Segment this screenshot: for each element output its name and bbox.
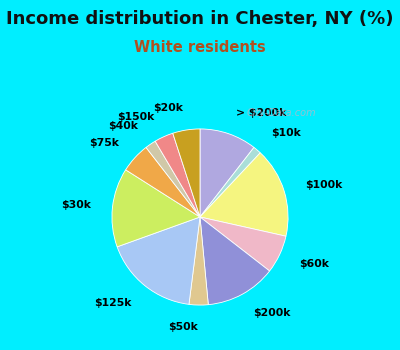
Text: $125k: $125k <box>94 298 131 308</box>
Text: $40k: $40k <box>108 121 138 131</box>
Wedge shape <box>200 217 270 304</box>
Wedge shape <box>200 129 254 217</box>
Text: City-Data.com: City-Data.com <box>247 108 316 118</box>
Wedge shape <box>173 129 200 217</box>
Text: $200k: $200k <box>253 308 290 319</box>
Wedge shape <box>200 217 286 271</box>
Text: $150k: $150k <box>118 112 155 122</box>
Text: $60k: $60k <box>300 259 330 269</box>
Text: > $200k: > $200k <box>236 108 286 118</box>
Text: $30k: $30k <box>61 200 90 210</box>
Text: Income distribution in Chester, NY (%): Income distribution in Chester, NY (%) <box>6 10 394 28</box>
Wedge shape <box>146 141 200 217</box>
Wedge shape <box>189 217 208 305</box>
Text: $10k: $10k <box>272 128 301 138</box>
Text: $75k: $75k <box>89 138 118 148</box>
Text: $100k: $100k <box>305 180 342 190</box>
Text: $20k: $20k <box>153 103 183 113</box>
Text: $50k: $50k <box>168 322 198 332</box>
Wedge shape <box>200 147 260 217</box>
Wedge shape <box>155 133 200 217</box>
Wedge shape <box>112 170 200 247</box>
Text: White residents: White residents <box>134 40 266 55</box>
Wedge shape <box>126 147 200 217</box>
Wedge shape <box>200 153 288 236</box>
Wedge shape <box>117 217 200 304</box>
